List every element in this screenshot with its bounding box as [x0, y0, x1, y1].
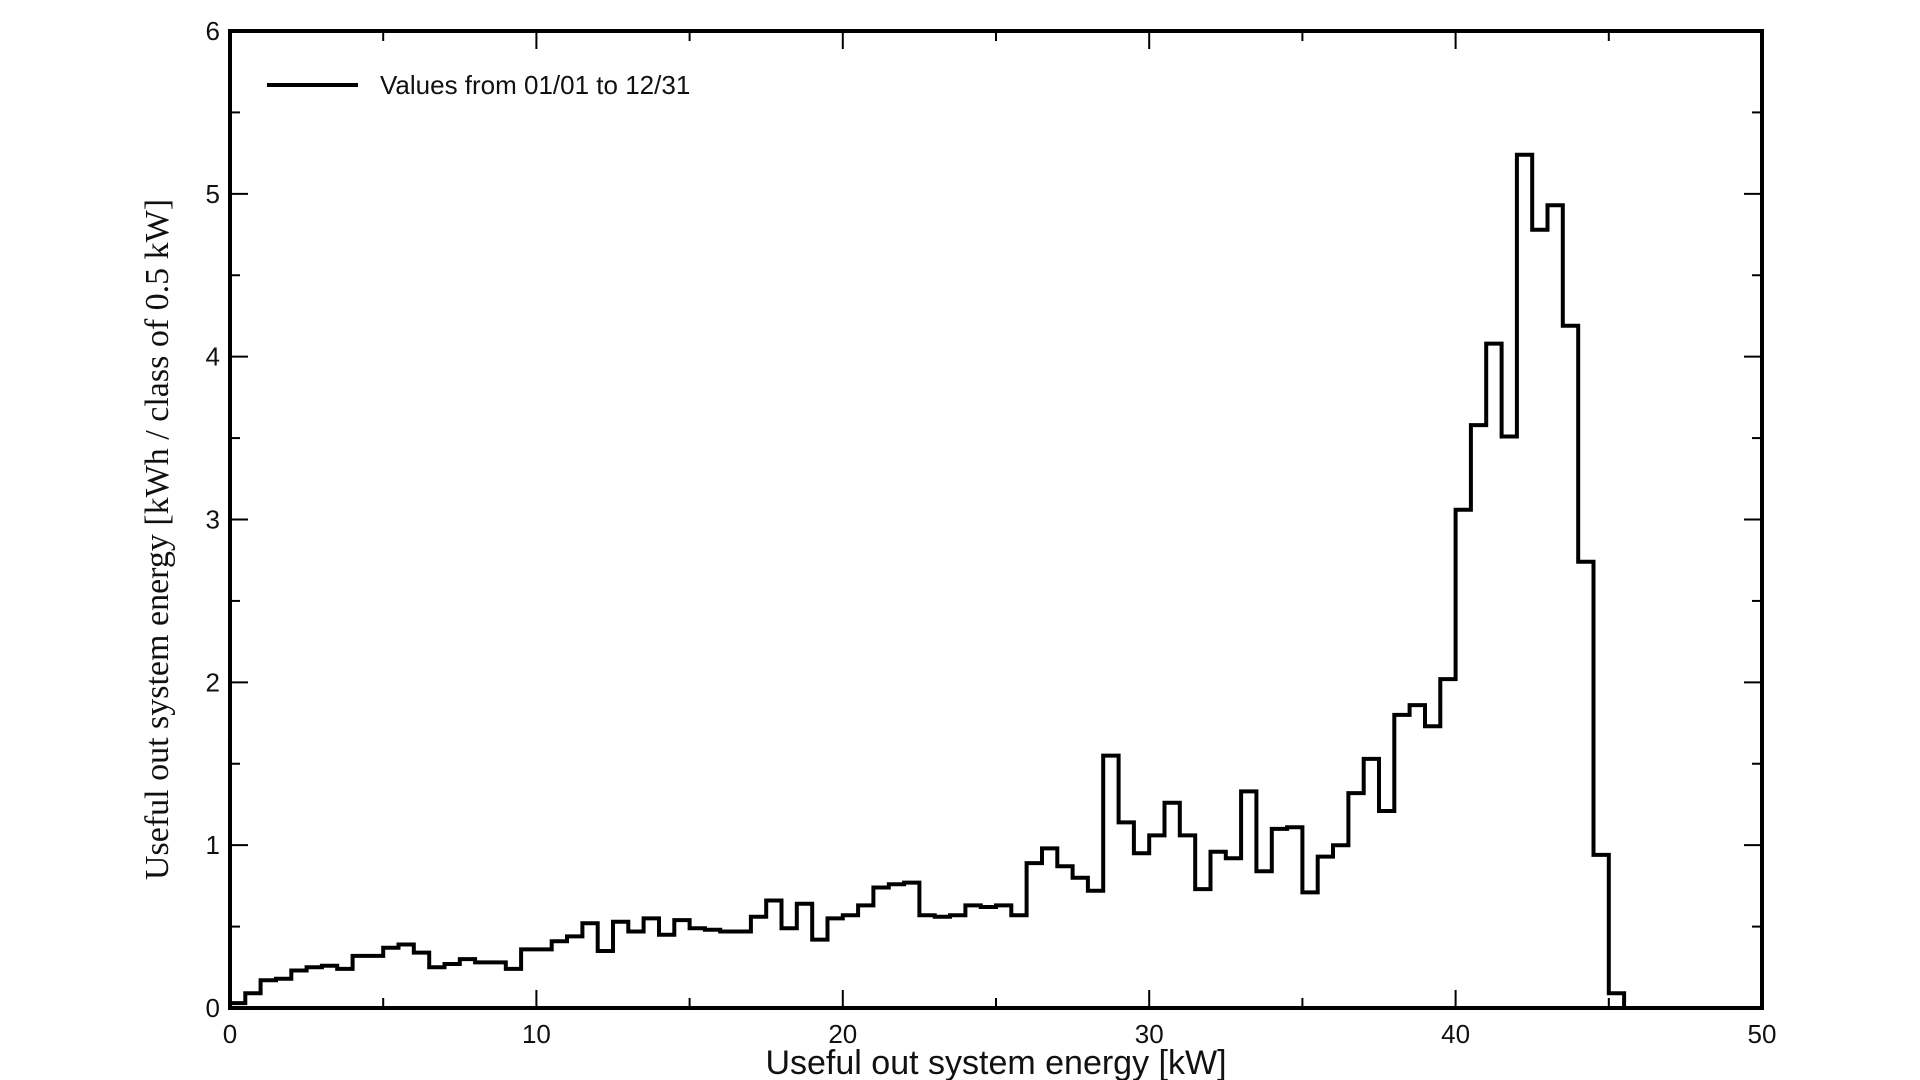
tick-labels: 0 10 20 30 40 50 0 1 2 3 4 5 6 — [206, 16, 1777, 1049]
y-tick-label: 6 — [206, 16, 220, 46]
y-axis-title: Useful out system energy [kWh / class of… — [139, 199, 176, 880]
y-tick-label: 4 — [206, 342, 220, 372]
y-tick-label: 3 — [206, 505, 220, 535]
plot-frame — [228, 29, 1764, 1010]
x-tick-label: 10 — [522, 1019, 551, 1049]
legend-label: Values from 01/01 to 12/31 — [380, 70, 690, 100]
x-tick-label: 30 — [1135, 1019, 1164, 1049]
y-tick-label: 0 — [206, 993, 220, 1023]
x-axis-title: Useful out system energy [kW] — [765, 1044, 1226, 1080]
y-tick-label: 1 — [206, 830, 220, 860]
x-tick-label: 50 — [1748, 1019, 1777, 1049]
x-tick-label: 20 — [828, 1019, 857, 1049]
x-tick-label: 0 — [223, 1019, 237, 1049]
legend: Values from 01/01 to 12/31 — [267, 70, 690, 100]
series-step-line — [228, 152, 1627, 1008]
x-tick-label: 40 — [1441, 1019, 1470, 1049]
y-tick-label: 5 — [206, 179, 220, 209]
y-tick-label: 2 — [206, 667, 220, 697]
